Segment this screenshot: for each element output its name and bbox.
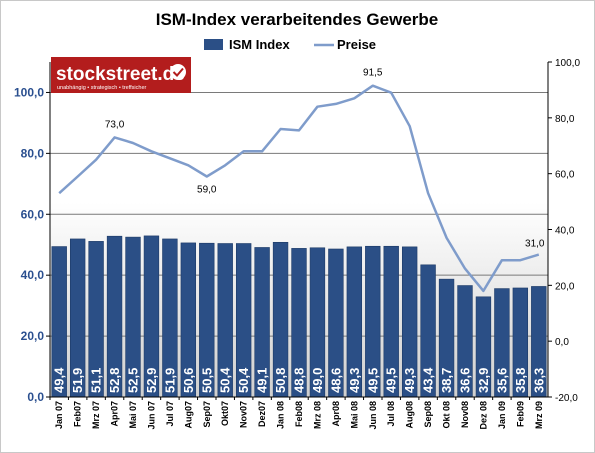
x-tick-label: Mai 07 xyxy=(128,401,138,429)
bar-value-label: 36,6 xyxy=(458,368,473,393)
bar-value-label: 51,1 xyxy=(89,368,104,393)
line-annotation: 91,5 xyxy=(363,68,383,79)
price-line xyxy=(58,84,540,293)
left-tick-label: 100,0 xyxy=(14,85,44,99)
x-tick-label: Sep07 xyxy=(202,401,212,428)
x-tick-label: Okt 08 xyxy=(442,401,452,429)
x-tick-label: Sep08 xyxy=(423,401,433,428)
right-tick-label: 80,0 xyxy=(555,114,575,125)
x-tick-label: Nov07 xyxy=(239,401,249,428)
price-line-path xyxy=(58,84,540,293)
x-tick-label: Jul 08 xyxy=(386,401,396,427)
x-tick-label: Jun 08 xyxy=(368,401,378,430)
bar-value-label: 51,9 xyxy=(162,368,177,393)
bar-value-label: 36,3 xyxy=(531,368,546,393)
bars: 49,4 51,9 51,1 52,8 52,5 52,9 51,9 50,6 50,5 50,4… xyxy=(51,235,547,398)
check-icon xyxy=(170,64,186,80)
bar-value-label: 50,5 xyxy=(199,368,214,393)
logo-name: stockstreet.de xyxy=(56,64,185,85)
x-tick-label: Aug08 xyxy=(405,401,415,429)
x-tick-label: Apr08 xyxy=(331,401,341,427)
bar-value-label: 49,3 xyxy=(402,368,417,393)
x-tick-label: Mai 08 xyxy=(349,401,359,429)
bar-value-label: 52,5 xyxy=(126,368,141,393)
bar-value-label: 52,9 xyxy=(144,368,159,393)
line-annotation: 73,0 xyxy=(105,119,125,130)
x-tick-label: Okt07 xyxy=(220,401,230,426)
bar-value-label: 49,0 xyxy=(310,368,325,393)
bar-value-label: 51,9 xyxy=(70,368,85,393)
x-tick-label: Feb07 xyxy=(73,401,83,427)
bar-value-label: 49,1 xyxy=(255,368,270,393)
right-tick-label: -20,0 xyxy=(555,393,578,404)
chart-title: ISM-Index verarbeitendes Gewerbe xyxy=(156,10,439,29)
x-tick-label: Dez 08 xyxy=(478,401,488,430)
bar-value-label: 50,4 xyxy=(236,367,251,393)
bar-value-label: 35,8 xyxy=(513,368,528,393)
x-tick-label: Jan 08 xyxy=(276,401,286,429)
left-tick-label: 20,0 xyxy=(21,329,45,343)
x-tick-label: Feb09 xyxy=(515,401,525,427)
bar-value-label: 50,8 xyxy=(273,368,288,393)
bar-value-label: 52,8 xyxy=(107,368,122,393)
left-tick-label: 0,0 xyxy=(27,390,44,404)
bar-value-label: 48,6 xyxy=(328,368,343,393)
logo-background xyxy=(51,57,191,93)
bar-value-label: 43,4 xyxy=(421,367,436,393)
x-tick-label: Aug07 xyxy=(183,401,193,429)
bar-value-label: 35,6 xyxy=(494,368,509,393)
right-tick-label: 60,0 xyxy=(555,170,575,181)
left-tick-label: 80,0 xyxy=(21,146,45,160)
left-tick-label: 40,0 xyxy=(21,268,45,282)
x-tick-label: Mrz 08 xyxy=(312,401,322,429)
x-tick-label: Jan 09 xyxy=(497,401,507,429)
right-tick-label: 0,0 xyxy=(555,337,569,348)
right-tick-label: 100,0 xyxy=(555,58,580,69)
x-tick-label: Jun 07 xyxy=(146,401,156,430)
x-tick-label: Mrz 07 xyxy=(91,401,101,429)
legend-label-ism: ISM Index xyxy=(229,37,290,52)
bar-value-label: 49,3 xyxy=(347,368,362,393)
x-tick-label: Nov08 xyxy=(460,401,470,428)
bar-value-label: 49,4 xyxy=(52,367,67,393)
bar-value-label: 48,8 xyxy=(292,368,307,393)
stockstreet-logo: stockstreet.de unabhängig • strategisch … xyxy=(51,57,191,93)
logo-tagline: unabhängig • strategisch • treffsicher xyxy=(57,85,147,91)
bar-value-label: 50,4 xyxy=(218,367,233,393)
axes: 0,0 20,0 40,0 60,0 80,0 100,0 -20,0 0,0 20,0 40,0… xyxy=(14,58,580,430)
legend-label-preise: Preise xyxy=(337,37,376,52)
annotations: 73,0 59,0 91,5 31,0 xyxy=(105,68,545,250)
line-annotation: 31,0 xyxy=(525,239,545,250)
bar-value-label: 32,9 xyxy=(476,368,491,393)
bar-value-label: 49,5 xyxy=(384,368,399,393)
bar-value-label: 49,5 xyxy=(365,368,380,393)
x-tick-label: Mrz 09 xyxy=(534,401,544,429)
x-tick-label: Apr07 xyxy=(110,401,120,427)
left-tick-label: 60,0 xyxy=(21,207,45,221)
right-tick-label: 40,0 xyxy=(555,226,575,237)
check-mark-icon xyxy=(172,67,184,77)
line-annotation: 59,0 xyxy=(197,184,217,195)
bar-value-label: 38,7 xyxy=(439,368,454,393)
legend-swatch-ism xyxy=(204,39,223,50)
x-tick-label: Jan 07 xyxy=(54,401,64,429)
x-tick-label: Jul 07 xyxy=(165,401,175,427)
right-tick-label: 20,0 xyxy=(555,281,575,292)
x-tick-label: Dez07 xyxy=(257,401,267,427)
bar-value-label: 50,6 xyxy=(181,368,196,393)
x-tick-label: Feb08 xyxy=(294,401,304,427)
